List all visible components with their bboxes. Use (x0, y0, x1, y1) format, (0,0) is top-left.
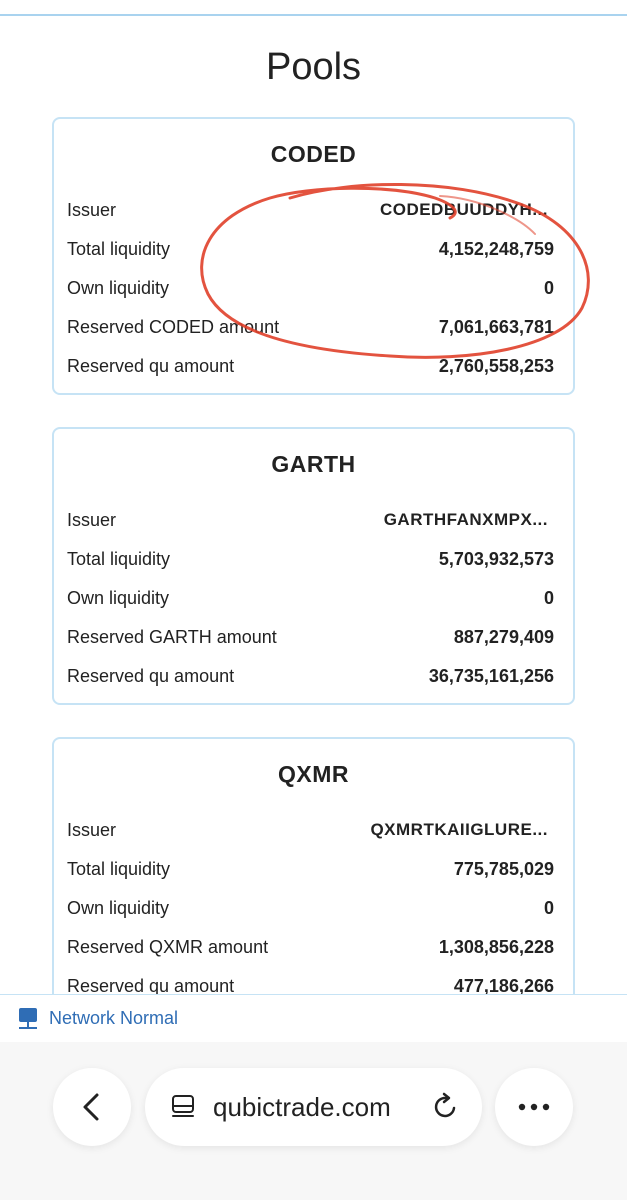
pool-card-coded: CODED Issuer CODEDBUUDDYH... Total liqui… (52, 117, 575, 395)
pool-row-reserved-token: Reserved QXMR amount 1,308,856,228 (67, 932, 554, 962)
pool-row-total-liquidity: Total liquidity 5,703,932,573 (67, 544, 554, 574)
browser-toolbar: qubictrade.com (0, 1042, 627, 1200)
url-text: qubictrade.com (213, 1091, 391, 1122)
network-status-bar: Network Normal (0, 994, 627, 1042)
row-value: 4,152,248,759 (438, 238, 554, 259)
pool-row-issuer: Issuer CODEDBUUDDYH... (67, 195, 554, 225)
back-button[interactable] (53, 1068, 131, 1146)
row-label: Reserved qu amount (67, 665, 235, 686)
row-label: Own liquidity (67, 587, 170, 608)
pool-row-issuer: Issuer GARTHFANXMPX... (67, 505, 554, 535)
row-value: 2,760,558,253 (438, 355, 554, 376)
row-label: Own liquidity (67, 897, 170, 918)
pool-row-own-liquidity: Own liquidity 0 (67, 893, 554, 923)
row-value: 36,735,161,256 (428, 665, 554, 686)
row-label: Reserved qu amount (67, 355, 235, 376)
pool-row-own-liquidity: Own liquidity 0 (67, 583, 554, 613)
row-label: Reserved qu amount (67, 975, 235, 995)
row-value: 0 (543, 587, 554, 608)
row-label: Issuer (67, 199, 117, 220)
row-label: Own liquidity (67, 277, 170, 298)
network-icon (19, 1007, 37, 1029)
pool-name: CODED (270, 141, 357, 167)
more-button[interactable] (495, 1068, 573, 1146)
pool-row-reserved-token: Reserved GARTH amount 887,279,409 (67, 622, 554, 652)
pool-row-reserved-qu: Reserved qu amount 2,760,558,253 (67, 351, 554, 381)
row-label: Total liquidity (67, 548, 171, 569)
pool-card-qxmr: QXMR Issuer QXMRTKAIIGLURE... Total liqu… (52, 737, 575, 994)
page-title: Pools (265, 46, 362, 88)
pool-card-garth: GARTH Issuer GARTHFANXMPX... Total liqui… (52, 427, 575, 705)
top-divider (0, 14, 627, 16)
more-icon (518, 1103, 550, 1111)
row-value: 775,785,029 (453, 858, 554, 879)
issuer-value[interactable]: GARTHFANXMPX... (383, 510, 548, 529)
row-value: 1,308,856,228 (438, 936, 554, 957)
row-value: 7,061,663,781 (438, 316, 554, 337)
row-label: Issuer (67, 509, 117, 530)
issuer-value[interactable]: CODEDBUUDDYH... (379, 200, 548, 219)
reload-icon[interactable] (430, 1092, 460, 1122)
pool-row-total-liquidity: Total liquidity 775,785,029 (67, 854, 554, 884)
issuer-value[interactable]: QXMRTKAIIGLURE... (370, 820, 548, 839)
row-value: 477,186,266 (453, 975, 554, 995)
chevron-left-icon (83, 1093, 99, 1121)
address-bar[interactable]: qubictrade.com (145, 1068, 482, 1146)
pool-row-reserved-token: Reserved CODED amount 7,061,663,781 (67, 312, 554, 342)
row-value: 887,279,409 (453, 626, 554, 647)
pools-scroll-area[interactable]: Pools CODED Issuer CODEDBUUDDYH... Total… (0, 16, 627, 994)
row-label: Issuer (67, 819, 117, 840)
row-label: Total liquidity (67, 858, 171, 879)
pool-name: GARTH (271, 451, 356, 477)
page-settings-icon[interactable] (169, 1093, 197, 1121)
network-status-text: Network Normal (49, 1008, 179, 1028)
row-label: Reserved QXMR amount (67, 936, 269, 957)
pool-row-reserved-qu: Reserved qu amount 36,735,161,256 (67, 661, 554, 691)
row-value: 0 (543, 277, 554, 298)
pool-row-issuer: Issuer QXMRTKAIIGLURE... (67, 815, 554, 845)
row-value: 5,703,932,573 (438, 548, 554, 569)
pool-row-total-liquidity: Total liquidity 4,152,248,759 (67, 234, 554, 264)
pool-row-reserved-qu: Reserved qu amount 477,186,266 (67, 971, 554, 995)
pool-row-own-liquidity: Own liquidity 0 (67, 273, 554, 303)
pool-name: QXMR (278, 761, 349, 787)
row-label: Total liquidity (67, 238, 171, 259)
row-label: Reserved GARTH amount (67, 626, 277, 647)
row-value: 0 (543, 897, 554, 918)
row-label: Reserved CODED amount (67, 316, 280, 337)
